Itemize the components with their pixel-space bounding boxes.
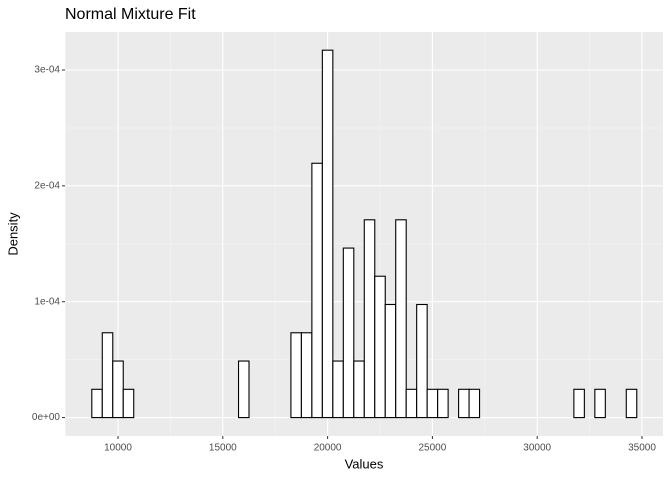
bar [594,388,606,419]
bar [122,388,135,419]
bar [384,303,397,419]
bar [91,388,103,419]
y-axis-title: Density [5,212,20,256]
bar [237,360,250,419]
chart-title: Normal Mixture Fit [65,6,196,23]
x-tick-label: 15000 [209,443,237,454]
x-tick-label: 10000 [104,443,132,454]
bar [426,388,439,419]
bar [353,360,365,419]
bar [395,219,407,419]
bar [300,332,313,419]
bar [625,388,638,419]
bar [363,219,376,419]
bar [101,332,114,419]
y-tick-label: 2e-04 [34,181,60,192]
x-tick-label: 35000 [628,443,656,454]
x-tick-label: 30000 [523,443,551,454]
x-tick-label: 25000 [418,443,446,454]
bar [321,49,334,419]
bar [458,388,470,419]
x-axis-title: Values [345,456,384,471]
bar [311,162,323,419]
bar [112,360,124,419]
bar [374,275,386,419]
bar [290,332,302,419]
y-tick-label: 1e-04 [34,296,60,307]
y-tick-label: 3e-04 [34,65,60,76]
bar [405,388,418,419]
bar [342,247,355,419]
bar [416,303,428,419]
bar [573,388,585,419]
y-tick-label: 0e+00 [32,412,61,423]
bar [437,388,449,419]
bar [332,360,344,419]
x-tick-label: 20000 [314,443,342,454]
bar [468,388,481,419]
